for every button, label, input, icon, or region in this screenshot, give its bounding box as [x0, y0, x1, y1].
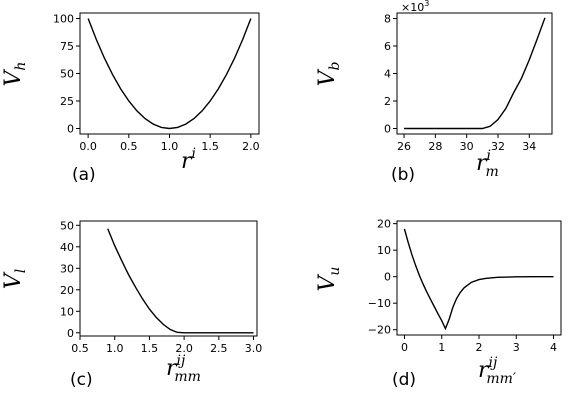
y-tick-label: 0 [384, 123, 391, 136]
x-tick-label: 3.0 [245, 342, 263, 355]
x-tick-label: 0 [401, 341, 408, 354]
chart-panel-a: 0.0 0.5 1.0 1.5 2.0 0 25 50 75 100 Vh ri (a) [1, 12, 260, 185]
y-axis-label: Vh [1, 62, 29, 87]
x-tick-label: 2.0 [242, 140, 260, 153]
chart-panel-d: 0 1 2 3 4 −20 −10 0 10 20 Vu rij mm′ (d) [315, 218, 562, 390]
plot-frame [396, 220, 562, 336]
y-tick-label: 0 [384, 271, 391, 284]
x-axis-label: rij mm [166, 353, 201, 385]
y-tick-label: 8 [384, 13, 391, 26]
y-tick-label: 2 [384, 95, 391, 108]
series-line [107, 228, 254, 334]
x-axis-label: ri [181, 146, 196, 174]
y-tick-label: −10 [368, 297, 391, 310]
x-tick-label: 34 [522, 140, 536, 153]
x-tick-label: 1.0 [161, 140, 179, 153]
x-tick-label: 1 [438, 341, 445, 354]
series-line [404, 17, 546, 130]
y-tick-label: 10 [377, 244, 391, 257]
y-tick-label: −20 [368, 324, 391, 337]
axis-multiplier: ×103 [401, 0, 429, 14]
y-tick-label: 50 [60, 219, 74, 232]
x-tick-label: 1.0 [106, 342, 124, 355]
panel-label: (d) [392, 370, 416, 390]
y-axis-label: Vb [315, 62, 343, 87]
x-tick-label: 32 [491, 140, 505, 153]
x-tick-label: 1.5 [141, 342, 159, 355]
x-tick-label: 0.0 [79, 140, 97, 153]
plot-frame [79, 220, 258, 337]
panel-label: (b) [391, 165, 415, 185]
y-tick-label: 10 [60, 305, 74, 318]
y-tick-label: 100 [53, 13, 74, 26]
x-tick-label: 0.5 [120, 140, 138, 153]
series-line [87, 18, 252, 130]
y-tick-label: 4 [384, 68, 391, 81]
y-tick-label: 20 [377, 218, 391, 231]
y-tick-label: 0 [67, 123, 74, 136]
panel-label: (a) [72, 165, 96, 185]
chart-panel-c: 0.5 1.0 1.5 2.0 2.5 3.0 0 10 20 30 40 50 Vl rij mm (c) [1, 219, 262, 390]
x-tick-label: 30 [460, 140, 474, 153]
y-tick-label: 75 [60, 40, 74, 53]
x-tick-label: 3 [513, 341, 520, 354]
y-tick-label: 40 [60, 241, 74, 254]
x-tick-label: 1.5 [201, 140, 219, 153]
y-tick-label: 30 [60, 262, 74, 275]
x-tick-label: 2.0 [175, 342, 193, 355]
x-axis-label: rij mm′ [478, 355, 517, 387]
y-tick-label: 20 [60, 284, 74, 297]
x-tick-label: 2 [476, 341, 483, 354]
x-tick-label: 0.5 [71, 342, 89, 355]
y-axis-label: Vu [315, 267, 343, 292]
series-line [403, 228, 554, 331]
y-tick-label: 25 [60, 95, 74, 108]
x-tick-label: 26 [397, 140, 411, 153]
panel-label: (c) [70, 370, 93, 390]
y-tick-label: 6 [384, 40, 391, 53]
y-tick-label: 50 [60, 68, 74, 81]
plot-frame [396, 12, 553, 135]
plot-frame [79, 12, 260, 135]
y-axis-label: Vl [1, 269, 29, 289]
y-tick-label: 0 [67, 327, 74, 340]
x-tick-label: 2.5 [210, 342, 228, 355]
x-tick-label: 28 [428, 140, 442, 153]
x-tick-label: 4 [550, 341, 557, 354]
